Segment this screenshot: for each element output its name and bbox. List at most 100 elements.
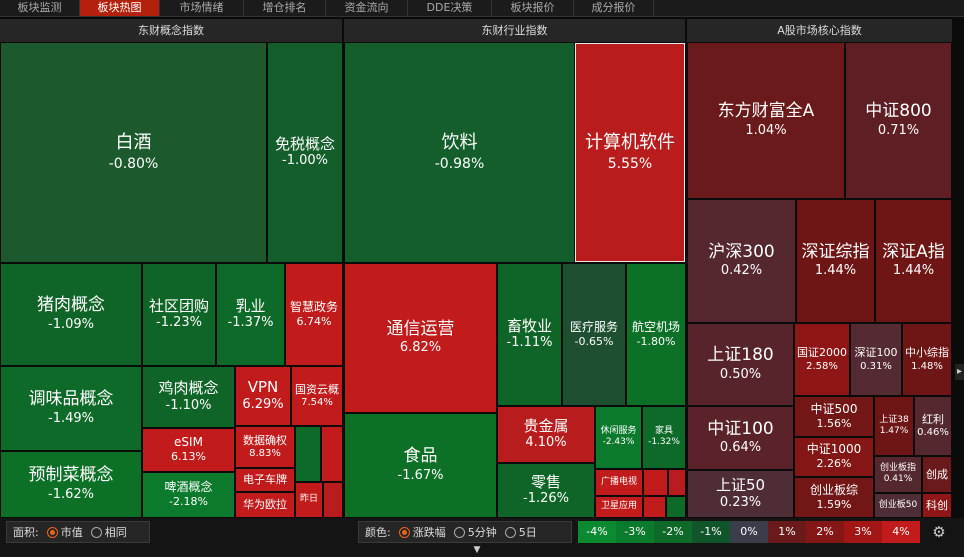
treemap-tile[interactable]: 创业板综 1.59%: [794, 477, 874, 518]
tile-name: 白酒: [115, 132, 152, 154]
radio-on-icon[interactable]: [398, 527, 410, 538]
treemap-tile[interactable]: 上证50 0.23%: [687, 470, 794, 518]
area-option-market-value[interactable]: 市值: [60, 526, 83, 539]
treemap-tile[interactable]: eSIM 6.13%: [142, 428, 235, 472]
area-label: 面积:: [13, 526, 39, 539]
legend-swatch: -1%: [692, 521, 730, 543]
tile-name: 广播电视: [600, 476, 637, 487]
treemap-tile[interactable]: 中证800 0.71%: [845, 42, 952, 199]
treemap-tile[interactable]: [321, 426, 343, 482]
treemap-tile[interactable]: 创业板指 0.41%: [874, 456, 922, 493]
treemap-tile[interactable]: 零售 -1.26%: [497, 463, 595, 518]
tab-dde-decision[interactable]: DDE决策: [408, 0, 492, 16]
tile-name: 国证2000: [797, 346, 847, 360]
treemap-tile[interactable]: 贵金属 4.10%: [497, 406, 595, 463]
treemap-tile[interactable]: 广播电视: [595, 469, 643, 496]
tab-constituent-quote[interactable]: 成分报价: [574, 0, 654, 16]
tile-name: 调味品概念: [28, 389, 114, 410]
tab-sector-monitor[interactable]: 板块监测: [0, 0, 80, 16]
treemap-tile[interactable]: 昨日: [295, 482, 323, 518]
legend-swatch: -4%: [578, 521, 616, 543]
area-option-equal[interactable]: 相同: [104, 526, 127, 539]
treemap-tile[interactable]: 中证1000 2.26%: [794, 437, 874, 477]
tile-name: 中小综指: [905, 346, 949, 360]
treemap-tile[interactable]: [643, 469, 668, 496]
tile-name: 科创: [926, 498, 948, 512]
treemap-tile[interactable]: 啤酒概念 -2.18%: [142, 472, 235, 518]
treemap-tile[interactable]: 创成: [922, 456, 952, 493]
treemap-tile[interactable]: 智慧政务 6.74%: [285, 263, 343, 366]
treemap-tile[interactable]: 通信运营 6.82%: [344, 263, 497, 413]
radio-off-icon[interactable]: [453, 527, 465, 538]
treemap-tile[interactable]: 白酒 -0.80%: [0, 42, 267, 263]
color-option-5min[interactable]: 5分钟: [467, 526, 497, 539]
radio-off-icon[interactable]: [90, 527, 102, 538]
treemap-tile[interactable]: 预制菜概念 -1.62%: [0, 451, 142, 518]
treemap-tile[interactable]: 东方财富全A 1.04%: [687, 42, 845, 199]
treemap-tile[interactable]: 休闲服务 -2.43%: [595, 406, 642, 469]
tile-name: 智慧政务: [289, 299, 338, 314]
treemap-tile[interactable]: 深证综指 1.44%: [796, 199, 875, 323]
treemap-tile[interactable]: 鸡肉概念 -1.10%: [142, 366, 235, 428]
treemap-tile[interactable]: 家具 -1.32%: [642, 406, 686, 469]
tile-name: 计算机软件: [585, 132, 675, 154]
treemap-tile[interactable]: 国资云概 7.54%: [291, 366, 343, 426]
treemap-tile[interactable]: 饮料 -0.98%: [344, 42, 575, 263]
treemap-tile[interactable]: 深证A指 1.44%: [875, 199, 952, 323]
tile-change: -1.80%: [636, 334, 676, 348]
legend-swatch: -3%: [616, 521, 654, 543]
treemap-tile[interactable]: 免税概念 -1.00%: [267, 42, 343, 263]
radio-off-icon[interactable]: [504, 527, 516, 538]
tile-change: -1.00%: [282, 153, 328, 169]
treemap-tile[interactable]: [666, 496, 686, 518]
treemap-tile[interactable]: 畜牧业 -1.11%: [497, 263, 562, 406]
treemap-tile[interactable]: 社区团购 -1.23%: [142, 263, 216, 366]
treemap-tile[interactable]: VPN 6.29%: [235, 366, 291, 426]
treemap-tile[interactable]: 中证500 1.56%: [794, 396, 874, 437]
tile-change: 0.50%: [719, 366, 762, 382]
treemap-tile[interactable]: 食品 -1.67%: [344, 413, 497, 518]
treemap-tile[interactable]: 上证38 1.47%: [874, 396, 914, 456]
treemap-tile[interactable]: 国证2000 2.58%: [794, 323, 850, 396]
treemap-tile[interactable]: 中证100 0.64%: [687, 406, 794, 470]
treemap-tile[interactable]: 华为欧拉: [235, 492, 295, 518]
scroll-right-icon[interactable]: ▸: [955, 364, 964, 380]
tile-name: 上证50: [715, 476, 766, 495]
treemap-tile[interactable]: 科创: [922, 493, 952, 518]
treemap-tile[interactable]: 卫星应用: [595, 496, 643, 518]
treemap-tile[interactable]: 深证100 0.31%: [850, 323, 902, 396]
treemap-tile[interactable]: 创业板50: [874, 493, 922, 518]
treemap-tile[interactable]: 数据确权 8.83%: [235, 426, 295, 468]
treemap-tile[interactable]: 航空机场 -1.80%: [626, 263, 686, 406]
treemap-tile[interactable]: 调味品概念 -1.49%: [0, 366, 142, 451]
treemap-tile[interactable]: [323, 482, 343, 518]
tab-sector-heatmap[interactable]: 板块热图: [80, 0, 160, 16]
treemap-tile[interactable]: [643, 496, 666, 518]
color-option-change[interactable]: 涨跌幅: [412, 526, 446, 539]
tile-change: 1.56%: [816, 416, 852, 430]
tab-position-ranking[interactable]: 增仓排名: [244, 0, 326, 16]
treemap-tile[interactable]: [668, 469, 686, 496]
treemap-tile[interactable]: [295, 426, 321, 482]
legend-swatch: 3%: [844, 521, 882, 543]
treemap-tile[interactable]: 电子车牌: [235, 468, 295, 492]
expand-down-icon[interactable]: ▼: [473, 545, 481, 555]
radio-on-icon[interactable]: [46, 527, 58, 538]
tile-change: 6.82%: [399, 340, 442, 356]
treemap-tile[interactable]: 医疗服务 -0.65%: [562, 263, 626, 406]
color-option-5day[interactable]: 5日: [518, 526, 537, 539]
tile-change: -1.32%: [648, 437, 680, 448]
treemap-tile[interactable]: 乳业 -1.37%: [216, 263, 285, 366]
tab-sector-quote[interactable]: 板块报价: [492, 0, 574, 16]
tile-change: 6.13%: [171, 450, 206, 464]
treemap-tile[interactable]: 上证180 0.50%: [687, 323, 794, 406]
tile-name: 昨日: [299, 494, 318, 505]
treemap-tile[interactable]: 沪深300 0.42%: [687, 199, 796, 323]
treemap-tile-selected[interactable]: 计算机软件 5.55%: [575, 43, 685, 262]
tab-capital-flow[interactable]: 资金流向: [326, 0, 408, 16]
gear-icon[interactable]: ⚙: [932, 523, 946, 541]
treemap-tile[interactable]: 中小综指 1.48%: [902, 323, 952, 396]
treemap-tile[interactable]: 猪肉概念 -1.09%: [0, 263, 142, 366]
tab-market-sentiment[interactable]: 市场情绪: [160, 0, 244, 16]
treemap-tile[interactable]: 红利 0.46%: [914, 396, 952, 456]
